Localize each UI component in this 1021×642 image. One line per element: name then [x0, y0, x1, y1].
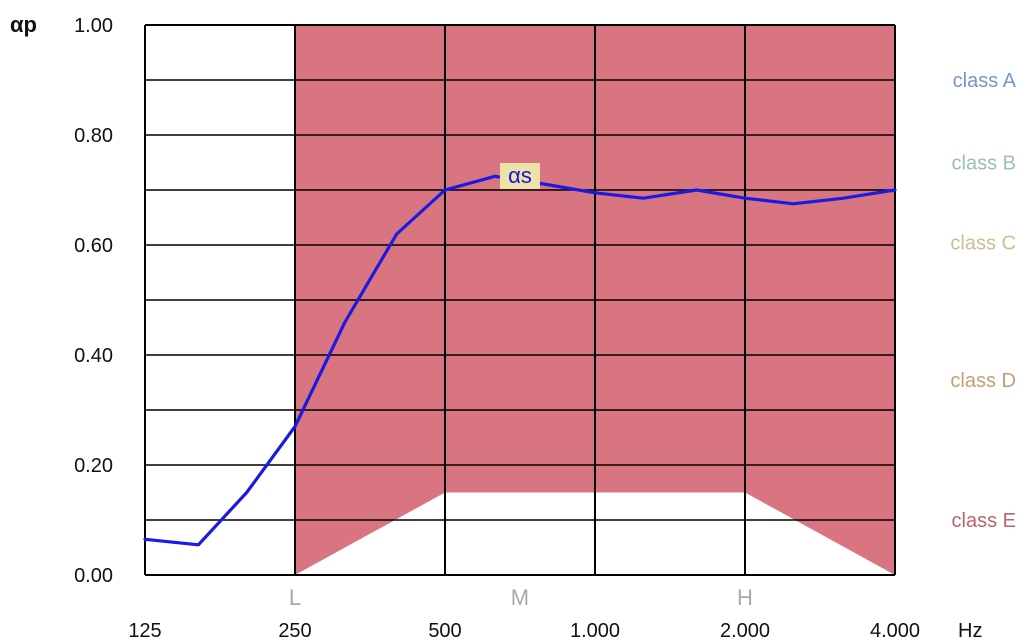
- chart-grid: [144, 24, 896, 576]
- y-tick-label: 0.80: [74, 125, 113, 147]
- y-tick-label: 0.20: [74, 455, 113, 477]
- y-tick-label: 0.00: [74, 565, 113, 587]
- y-tick-label: 0.40: [74, 345, 113, 367]
- series-label-background: [499, 163, 540, 189]
- x-tick-label: 125: [128, 620, 161, 642]
- x-tick-label: 250: [278, 620, 311, 642]
- x-unit-label: Hz: [958, 620, 982, 642]
- chart-text-group: αs 0.00 0.20 0.40 0.60 0.80 1.00 αp 125 250 500 1.0…: [10, 12, 1017, 642]
- frequency-band-letter: H: [737, 585, 753, 610]
- y-axis-label: αp: [10, 12, 37, 37]
- class-a-label: class A: [953, 70, 1017, 92]
- series-line-group: [143, 163, 897, 547]
- class-e-label: class E: [952, 510, 1016, 532]
- x-tick-label: 500: [428, 620, 461, 642]
- series-label: αs: [508, 163, 532, 188]
- y-tick-label: 1.00: [74, 15, 113, 37]
- frequency-band-letter: L: [289, 585, 301, 610]
- class-d-label: class D: [950, 370, 1016, 392]
- x-tick-label: 4.000: [870, 620, 920, 642]
- x-tick-label: 1.000: [570, 620, 620, 642]
- class-c-label: class C: [950, 232, 1016, 254]
- y-tick-label: 0.60: [74, 235, 113, 257]
- frequency-band-letter: M: [511, 585, 529, 610]
- x-tick-label: 2.000: [720, 620, 770, 642]
- class-b-label: class B: [952, 153, 1016, 175]
